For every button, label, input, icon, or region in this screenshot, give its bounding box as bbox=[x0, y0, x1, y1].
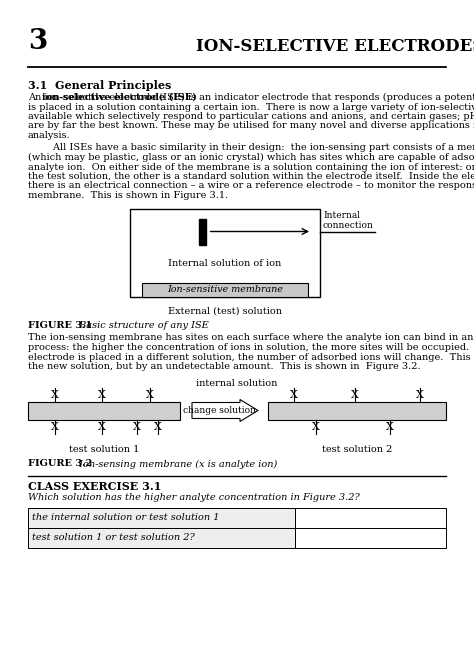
Text: the internal solution or test solution 1: the internal solution or test solution 1 bbox=[32, 513, 219, 522]
Text: All ISEs have a basic similarity in their design:  the ion-sensing part consists: All ISEs have a basic similarity in thei… bbox=[28, 143, 474, 153]
Text: X: X bbox=[133, 421, 141, 431]
Text: there is an electrical connection – a wire or a reference electrode – to monitor: there is an electrical connection – a wi… bbox=[28, 182, 474, 190]
Text: X: X bbox=[154, 421, 162, 431]
Text: X: X bbox=[51, 389, 59, 399]
Text: X: X bbox=[98, 421, 106, 431]
Text: is placed in a solution containing a certain ion.  There is now a large variety : is placed in a solution containing a cer… bbox=[28, 103, 474, 111]
Text: X: X bbox=[51, 421, 59, 431]
Text: CLASS EXERCISE 3.1: CLASS EXERCISE 3.1 bbox=[28, 480, 161, 492]
FancyArrow shape bbox=[192, 399, 258, 421]
Bar bbox=[268, 401, 446, 419]
Text: Which solution has the higher analyte concentration in Figure 3.2?: Which solution has the higher analyte co… bbox=[28, 494, 360, 502]
Text: ion-selective electrode (ISE): ion-selective electrode (ISE) bbox=[43, 93, 197, 102]
Text: Internal solution of ion: Internal solution of ion bbox=[168, 259, 282, 268]
Bar bbox=[199, 218, 206, 245]
Bar bbox=[28, 507, 295, 527]
Text: ION-SELECTIVE ELECTRODES: ION-SELECTIVE ELECTRODES bbox=[196, 38, 474, 55]
Text: FIGURE 3.1: FIGURE 3.1 bbox=[28, 320, 92, 330]
Text: An ion-selective electrode (ISE) is an indicator electrode that responds (produc: An ion-selective electrode (ISE) is an i… bbox=[28, 93, 474, 102]
Text: Ion-sensitive membrane: Ion-sensitive membrane bbox=[167, 285, 283, 294]
Text: X: X bbox=[98, 389, 106, 399]
Text: test solution 1: test solution 1 bbox=[69, 446, 139, 454]
Text: X: X bbox=[351, 389, 359, 399]
Text: Internal
connection: Internal connection bbox=[323, 211, 374, 230]
Text: X: X bbox=[416, 389, 424, 399]
Text: electrode is placed in a different solution, the number of adsorbed ions will ch: electrode is placed in a different solut… bbox=[28, 352, 474, 362]
Text: internal solution: internal solution bbox=[196, 379, 278, 389]
Text: Basic structure of any ISE: Basic structure of any ISE bbox=[76, 320, 209, 330]
Text: X: X bbox=[386, 421, 394, 431]
Bar bbox=[130, 208, 320, 297]
Text: available which selectively respond to particular cations and anions, and certai: available which selectively respond to p… bbox=[28, 112, 474, 121]
Text: the test solution, the other is a standard solution within the electrode itself.: the test solution, the other is a standa… bbox=[28, 172, 474, 181]
Text: External (test) solution: External (test) solution bbox=[168, 306, 282, 316]
Text: analysis.: analysis. bbox=[28, 131, 71, 140]
Bar bbox=[142, 283, 308, 297]
Text: Ion-sensing membrane (x is analyte ion): Ion-sensing membrane (x is analyte ion) bbox=[76, 460, 277, 468]
Text: FIGURE 3.2: FIGURE 3.2 bbox=[28, 460, 92, 468]
Text: (which may be plastic, glass or an ionic crystal) which has sites which are capa: (which may be plastic, glass or an ionic… bbox=[28, 153, 474, 162]
Text: 3.1  General Principles: 3.1 General Principles bbox=[28, 80, 172, 91]
Text: the new solution, but by an undetectable amount.  This is shown in  Figure 3.2.: the new solution, but by an undetectable… bbox=[28, 362, 420, 371]
Text: process: the higher the concentration of ions in solution, the more sites will b: process: the higher the concentration of… bbox=[28, 343, 474, 352]
Text: membrane.  This is shown in Figure 3.1.: membrane. This is shown in Figure 3.1. bbox=[28, 191, 228, 200]
Text: X: X bbox=[146, 389, 154, 399]
Text: The ion-sensing membrane has sites on each surface where the analyte ion can bin: The ion-sensing membrane has sites on ea… bbox=[28, 334, 474, 342]
Bar bbox=[28, 401, 180, 419]
Text: change solution: change solution bbox=[183, 406, 256, 415]
Bar bbox=[295, 527, 446, 547]
Text: analyte ion.  On either side of the membrane is a solution containing the ion of: analyte ion. On either side of the membr… bbox=[28, 163, 474, 172]
Text: 3: 3 bbox=[28, 28, 47, 55]
Text: are by far the best known. These may be utilised for many novel and diverse appl: are by far the best known. These may be … bbox=[28, 121, 474, 131]
Text: X: X bbox=[290, 389, 298, 399]
Text: X: X bbox=[312, 421, 320, 431]
Text: test solution 1 or test solution 2?: test solution 1 or test solution 2? bbox=[32, 533, 195, 542]
Text: test solution 2: test solution 2 bbox=[322, 446, 392, 454]
Bar bbox=[295, 507, 446, 527]
Bar bbox=[28, 527, 295, 547]
